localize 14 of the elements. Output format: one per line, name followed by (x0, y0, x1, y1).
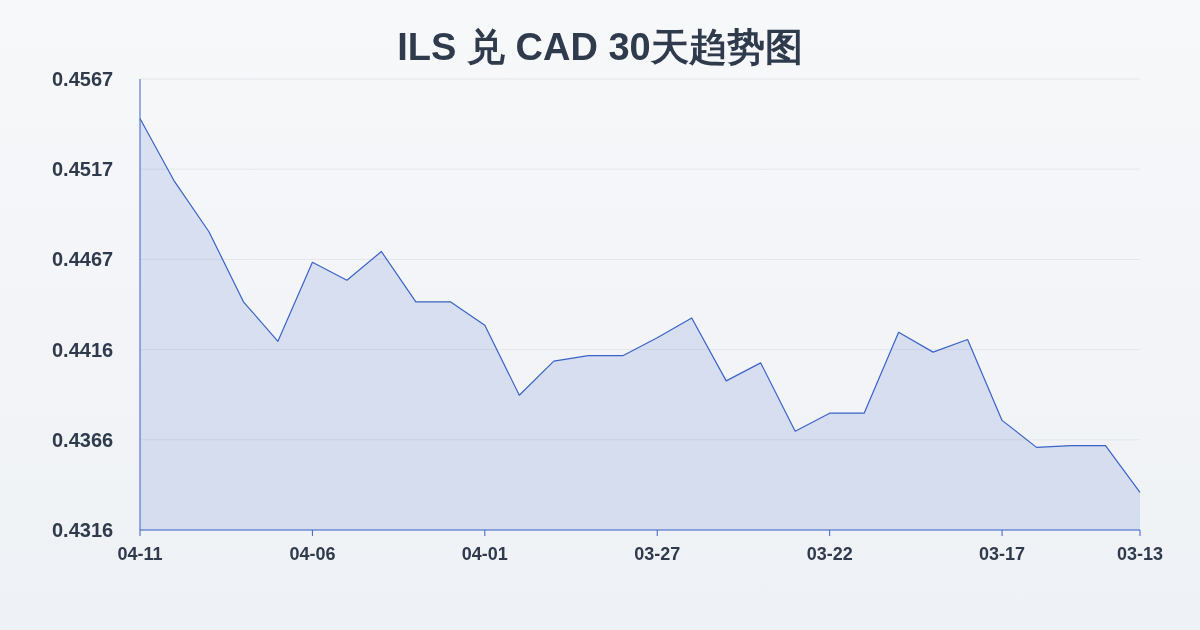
x-tick-label: 04-01 (461, 544, 508, 564)
y-tick-label: 0.4467 (52, 248, 114, 271)
x-tick-label: 03-22 (806, 544, 853, 564)
x-tick-label: 03-17 (979, 544, 1026, 564)
y-tick-label: 0.4316 (52, 519, 114, 541)
x-tick-label: 04-06 (289, 544, 336, 564)
chart-title: ILS 兑 CAD 30天趋势图 (397, 26, 803, 68)
y-tick-label: 0.4416 (52, 338, 114, 361)
x-tick-label: 04-11 (117, 544, 163, 564)
y-tick-label: 0.4517 (52, 158, 114, 181)
x-tick-label: 03-27 (634, 544, 681, 564)
y-tick-label: 0.4567 (52, 68, 114, 90)
x-tick-label: 03-13 (1116, 544, 1164, 564)
y-tick-label: 0.4366 (52, 428, 114, 451)
